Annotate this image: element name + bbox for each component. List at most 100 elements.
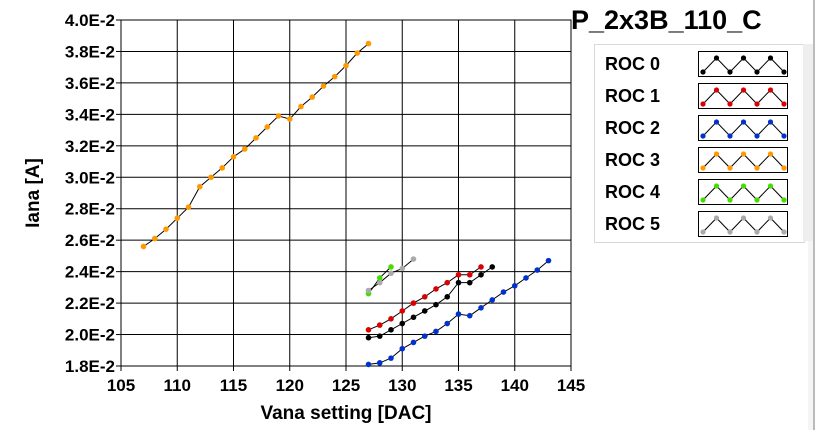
data-point bbox=[421, 294, 428, 300]
y-tick-label: 2.0E-2 bbox=[65, 326, 115, 345]
data-point bbox=[174, 215, 181, 221]
x-tick-label: 125 bbox=[332, 376, 360, 395]
data-point bbox=[433, 328, 439, 335]
data-point bbox=[388, 264, 394, 270]
data-point bbox=[399, 345, 406, 352]
data-point bbox=[410, 314, 417, 321]
data-point bbox=[275, 113, 282, 119]
data-point bbox=[421, 333, 428, 339]
data-point bbox=[331, 73, 338, 80]
x-tick-label: 130 bbox=[388, 376, 416, 395]
legend-swatch bbox=[698, 83, 788, 109]
legend-swatch bbox=[698, 179, 788, 205]
data-point bbox=[376, 322, 383, 328]
window-edge bbox=[813, 0, 815, 430]
data-point bbox=[185, 204, 192, 210]
series-layer bbox=[140, 40, 552, 368]
data-point bbox=[376, 333, 383, 339]
data-point bbox=[163, 226, 169, 232]
data-point bbox=[466, 279, 473, 286]
y-tick-label: 3.4E-2 bbox=[65, 105, 115, 124]
data-point bbox=[455, 271, 462, 278]
data-point bbox=[433, 301, 439, 308]
data-point bbox=[399, 320, 406, 327]
data-point bbox=[230, 154, 237, 160]
data-point bbox=[376, 279, 383, 286]
legend-label: ROC 0 bbox=[605, 54, 661, 74]
data-point bbox=[478, 271, 484, 278]
data-point bbox=[253, 135, 259, 141]
data-point bbox=[410, 300, 417, 306]
legend-item-roc-4: ROC 4 bbox=[595, 175, 804, 207]
legend-label: ROC 4 bbox=[605, 182, 661, 202]
legend-item-roc-5: ROC 5 bbox=[595, 207, 804, 239]
y-tick-label: 3.8E-2 bbox=[65, 42, 115, 61]
data-point bbox=[388, 327, 394, 333]
legend-label: ROC 3 bbox=[605, 150, 661, 170]
data-point bbox=[478, 264, 484, 270]
data-point bbox=[365, 40, 372, 47]
legend-swatch bbox=[698, 51, 788, 77]
x-tick-label: 105 bbox=[107, 376, 135, 395]
data-point bbox=[421, 308, 428, 314]
panel-title: P_2x3B_110_C bbox=[571, 5, 762, 35]
legend-label: ROC 1 bbox=[605, 86, 661, 106]
data-point bbox=[399, 265, 406, 272]
x-tick-label: 145 bbox=[557, 376, 585, 395]
data-point bbox=[410, 256, 417, 262]
y-tick-label: 1.8E-2 bbox=[65, 357, 115, 376]
data-point bbox=[298, 103, 304, 110]
data-point bbox=[365, 327, 372, 333]
data-point bbox=[478, 305, 484, 311]
series-roc-2 bbox=[365, 257, 552, 368]
legend-label: ROC 2 bbox=[605, 118, 661, 138]
right-panel-background bbox=[808, 241, 813, 430]
series-roc-5 bbox=[365, 256, 417, 294]
data-point bbox=[534, 267, 541, 273]
data-point bbox=[365, 334, 372, 341]
x-tick-label: 115 bbox=[220, 376, 247, 395]
y-tick-label: 2.2E-2 bbox=[65, 294, 115, 313]
y-tick-label: 2.8E-2 bbox=[65, 200, 115, 219]
x-tick-label: 135 bbox=[444, 376, 472, 395]
data-point bbox=[140, 243, 147, 250]
data-point bbox=[545, 257, 552, 264]
data-point bbox=[500, 289, 507, 295]
data-point bbox=[433, 286, 439, 292]
y-axis-title: Iana [A] bbox=[23, 158, 44, 228]
data-point bbox=[523, 275, 529, 281]
data-point bbox=[388, 270, 394, 277]
y-tick-label: 3.0E-2 bbox=[65, 168, 115, 187]
data-point bbox=[511, 282, 518, 289]
grid bbox=[121, 20, 571, 366]
y-tick-label: 2.4E-2 bbox=[65, 263, 115, 282]
data-point bbox=[455, 311, 462, 317]
legend-label: ROC 5 bbox=[605, 214, 661, 234]
x-axis-title: Vana setting [DAC] bbox=[260, 403, 431, 424]
data-point bbox=[376, 360, 383, 366]
data-point bbox=[466, 271, 473, 278]
series-roc-3 bbox=[140, 40, 372, 250]
data-point bbox=[286, 116, 293, 122]
y-axis: 1.8E-2 2.0E-2 2.2E-2 2.4E-2 2.6E-2 2.8E-2 3.0E… bbox=[65, 11, 121, 376]
data-point bbox=[309, 94, 316, 100]
data-point bbox=[489, 297, 496, 303]
data-point bbox=[365, 287, 372, 294]
data-point bbox=[444, 294, 451, 300]
y-tick-label: 3.6E-2 bbox=[65, 74, 115, 93]
data-point bbox=[151, 235, 158, 242]
data-point bbox=[455, 279, 462, 286]
data-point bbox=[444, 320, 451, 327]
x-tick-label: 120 bbox=[276, 376, 304, 395]
data-point bbox=[343, 62, 349, 69]
legend-item-roc-1: ROC 1 bbox=[595, 79, 804, 111]
data-point bbox=[376, 275, 383, 281]
data-point bbox=[466, 312, 473, 319]
legend: ROC 0 ROC 1 ROC 2 ROC 3 ROC 4 ROC 5 bbox=[594, 44, 805, 243]
data-point bbox=[264, 124, 271, 130]
data-point bbox=[354, 50, 361, 56]
legend-scrollbar[interactable] bbox=[803, 44, 813, 241]
data-point bbox=[208, 174, 214, 181]
data-point bbox=[399, 308, 406, 314]
